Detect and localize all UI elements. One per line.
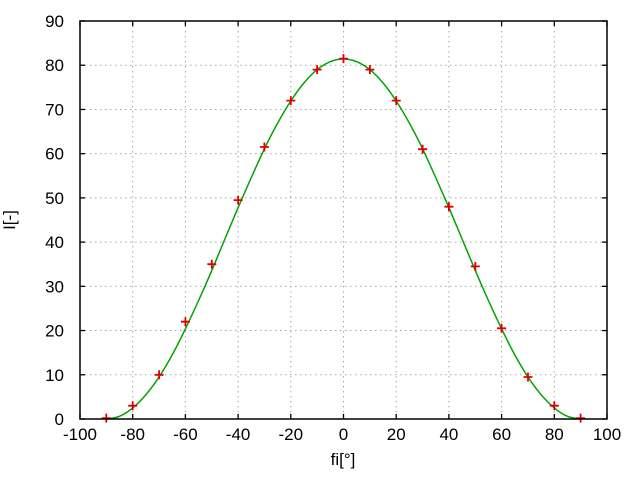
y-tick-label: 80 [45, 56, 64, 75]
data-point-marker [444, 202, 454, 212]
data-point-marker [339, 54, 348, 64]
x-axis-label: fi[°] [330, 450, 356, 469]
y-tick-label: 50 [45, 189, 64, 208]
data-point-marker [391, 96, 401, 106]
data-point-marker [470, 261, 480, 271]
y-tick-label: 10 [45, 366, 64, 385]
y-tick-label: 60 [45, 145, 64, 164]
y-tick-label: 90 [45, 12, 64, 31]
data-point-marker [128, 401, 138, 411]
data-point-marker [523, 372, 533, 382]
data-point-marker [286, 96, 296, 106]
data-point-marker [549, 401, 559, 411]
data-point-marker [576, 413, 586, 423]
x-tick-label: -80 [120, 425, 145, 444]
x-tick-label: 0 [339, 425, 348, 444]
data-point-marker [312, 65, 322, 75]
y-tick-label: 30 [45, 277, 64, 296]
data-point-marker [101, 413, 111, 423]
data-point-marker [365, 65, 375, 75]
x-tick-label: 60 [492, 425, 511, 444]
data-point-marker [497, 323, 507, 333]
y-tick-label: 40 [45, 233, 64, 252]
x-tick-label: -20 [279, 425, 304, 444]
x-tick-label: 80 [545, 425, 564, 444]
data-point-marker [180, 317, 190, 327]
y-tick-label: 70 [45, 100, 64, 119]
x-tick-label: 20 [387, 425, 406, 444]
data-point-marker [207, 259, 217, 269]
x-tick-label: 100 [593, 425, 621, 444]
data-point-marker [259, 142, 269, 152]
x-tick-label: -40 [226, 425, 251, 444]
data-point-marker [233, 195, 243, 205]
y-tick-label: 20 [45, 322, 64, 341]
data-point-marker [418, 144, 428, 154]
x-tick-label: 40 [439, 425, 458, 444]
x-tick-label: -100 [63, 425, 97, 444]
plot-border [79, 20, 608, 420]
y-axis-label: I[-] [0, 210, 19, 230]
data-point-marker [154, 370, 164, 380]
y-tick-label: 0 [55, 410, 64, 429]
x-tick-label: -60 [173, 425, 198, 444]
